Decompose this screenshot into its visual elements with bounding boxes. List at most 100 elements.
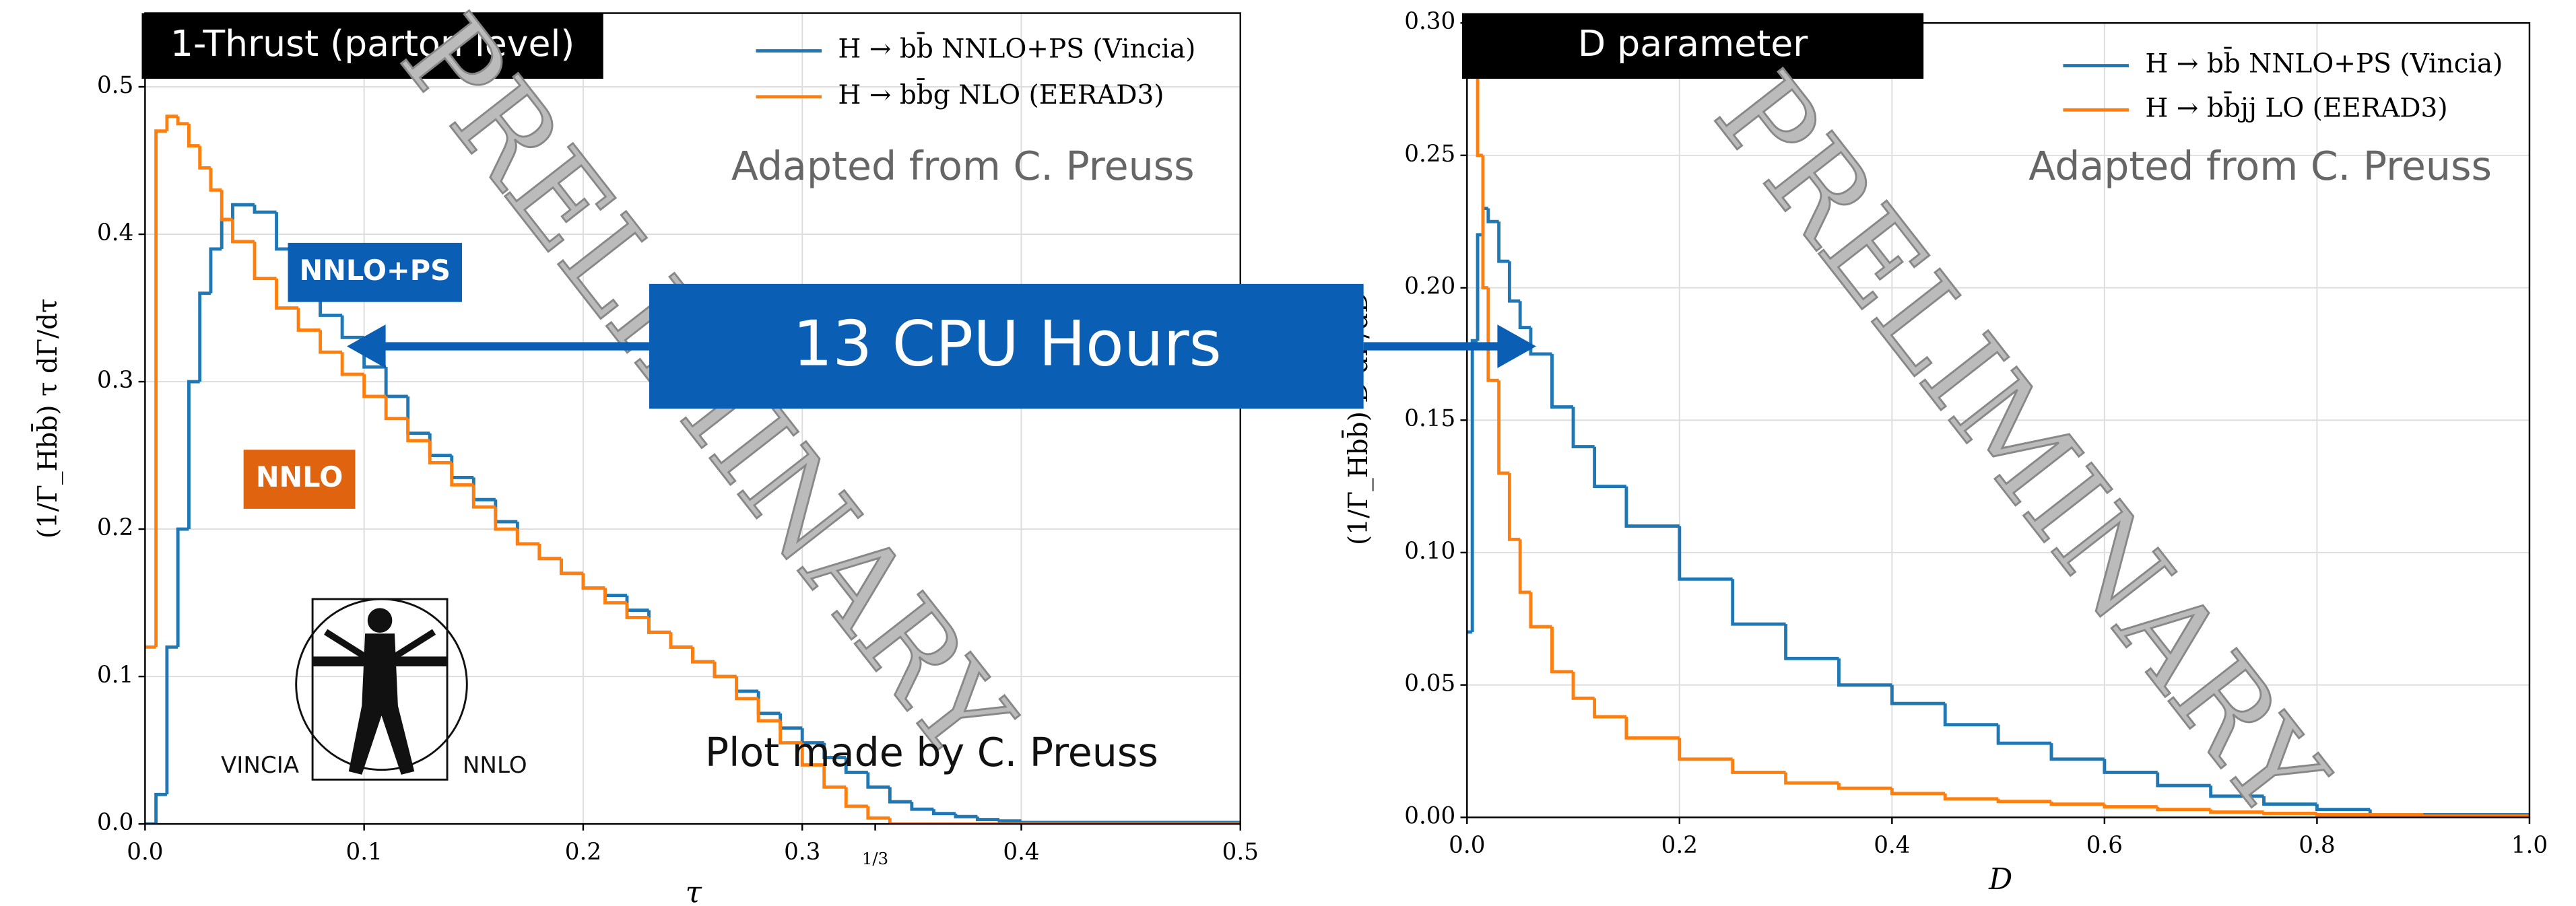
annotation: VINCIA <box>221 752 300 779</box>
title-box <box>141 13 603 79</box>
step-segment <box>2421 814 2530 818</box>
step-segment <box>1837 783 1892 790</box>
step-segment <box>1593 446 1626 489</box>
step-segment <box>494 499 518 524</box>
banner-box <box>649 283 1364 409</box>
step-segment <box>2049 743 2105 761</box>
step-segment <box>176 527 189 648</box>
x-tick-label: 0.0 <box>1449 832 1485 859</box>
step-segment <box>1020 821 1241 825</box>
step-segment <box>691 647 715 664</box>
y-tick-label: 0.0 <box>97 809 133 836</box>
step-segment <box>1507 261 1521 303</box>
step-segment <box>1678 526 1733 581</box>
step-segment <box>515 529 539 546</box>
step-segment <box>165 114 178 131</box>
step-segment <box>866 806 890 820</box>
legend-label: H → bb̄ NNLO+PS (Vincia) <box>838 32 1195 64</box>
step-segment <box>2103 759 2158 774</box>
step-segment <box>494 507 518 531</box>
step-segment <box>2103 804 2158 809</box>
step-segment <box>1476 23 1483 158</box>
legend-label: H → bb̄g NLO (EERAD3) <box>838 77 1164 110</box>
vitruvian-logo <box>295 598 468 781</box>
chart-title: 1-Thrust (parton level) <box>170 22 575 65</box>
step-segment <box>800 742 824 767</box>
x-tick-label: 0.0 <box>127 839 163 866</box>
step-segment <box>954 813 978 818</box>
step-segment <box>779 713 803 730</box>
x-axis-label: τ <box>686 875 702 906</box>
step-segment <box>1529 592 1552 629</box>
step-segment <box>1890 685 1946 705</box>
annotation: Adapted from C. Preuss <box>2028 143 2492 189</box>
x-tick-label: 0.4 <box>1003 839 1039 866</box>
arrow <box>347 324 649 368</box>
step-segment <box>253 241 277 281</box>
step-segment <box>2262 811 2317 815</box>
step-segment <box>888 818 912 825</box>
step-segment <box>154 129 167 648</box>
step-segment <box>1890 788 1946 796</box>
annotation-box <box>243 450 356 509</box>
x-tick-label: 1/3 <box>862 849 888 868</box>
step-segment <box>822 765 847 789</box>
step-segment <box>756 698 781 723</box>
step-segment <box>1571 671 1595 700</box>
step-segment <box>340 352 364 376</box>
step-segment <box>1550 353 1574 409</box>
step-segment <box>1571 407 1595 449</box>
step-segment <box>1529 327 1552 356</box>
step-segment <box>1731 579 1786 626</box>
arrow <box>1363 324 1536 368</box>
step-segment <box>1624 486 1680 528</box>
step-segment <box>713 662 737 678</box>
step-segment <box>471 485 496 509</box>
y-axis-label: (1/Γ_Hbb̄) τ dΓ/dτ <box>30 298 63 538</box>
step-segment <box>779 720 803 745</box>
step-segment <box>406 396 430 435</box>
step-segment <box>625 595 649 612</box>
step-segment <box>1486 208 1499 223</box>
step-segment <box>471 477 496 501</box>
y-tick-label: 0.10 <box>1404 538 1455 565</box>
y-tick-label: 0.15 <box>1404 405 1455 432</box>
plot-frame <box>144 12 1242 825</box>
step-segment <box>253 205 277 214</box>
step-segment <box>1593 698 1626 719</box>
step-segment <box>581 573 605 590</box>
series <box>1467 207 2530 818</box>
y-tick-label: 0.1 <box>97 662 133 689</box>
step-segment <box>1550 627 1574 674</box>
step-segment <box>1731 759 1786 774</box>
step-segment <box>1943 793 1999 801</box>
step-segment <box>2156 806 2211 811</box>
step-segment <box>428 440 452 464</box>
x-tick-label: 0.2 <box>565 839 601 866</box>
step-segment <box>165 645 178 795</box>
step-segment <box>450 462 474 487</box>
step-segment <box>1784 624 1839 660</box>
step-segment <box>537 543 562 561</box>
step-segment <box>669 632 693 649</box>
step-segment <box>515 522 539 546</box>
y-tick-label: 0.05 <box>1404 670 1455 697</box>
step-segment <box>231 203 255 220</box>
step-segment <box>603 588 627 598</box>
annotation: NNLO <box>256 461 343 493</box>
step-segment <box>1996 798 2051 804</box>
title-box <box>1461 13 1924 79</box>
step-segment <box>2315 804 2371 811</box>
step-segment <box>198 145 211 170</box>
step-segment <box>187 123 200 148</box>
step-segment <box>713 662 737 678</box>
banner-text: 13 CPU Hours <box>793 307 1222 380</box>
y-tick-label: 0.4 <box>97 219 133 246</box>
x-tick-label: 0.8 <box>2299 832 2335 859</box>
step-segment <box>931 809 956 816</box>
step-segment <box>220 190 233 221</box>
y-tick-label: 0.2 <box>97 514 133 541</box>
step-segment <box>691 647 715 664</box>
step-segment <box>187 380 200 530</box>
